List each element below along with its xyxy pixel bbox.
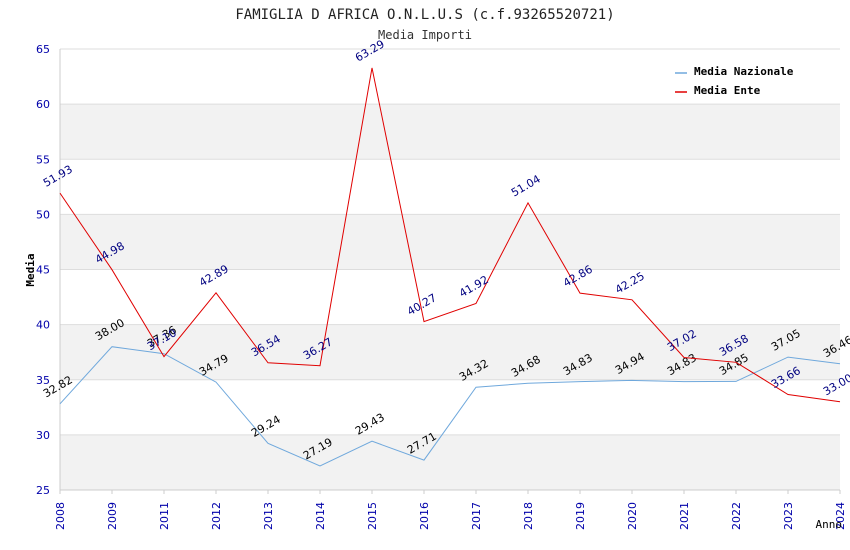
y-tick-label: 55 (36, 153, 50, 166)
x-tick-label: 2020 (626, 502, 639, 530)
x-tick-label: 2016 (418, 502, 431, 530)
x-tick-label: 2011 (158, 502, 171, 530)
data-label-media-ente: 40.27 (405, 291, 439, 318)
x-tick-label: 2013 (262, 502, 275, 530)
x-tick-label: 2022 (730, 502, 743, 530)
x-axis-ticks: 2008 2009 2011 2012 2013 2014 2015 2016 2017 2018… (54, 490, 847, 530)
x-axis-label: Anno (816, 518, 843, 531)
x-tick-label: 2024 (834, 502, 847, 530)
y-tick-label: 50 (36, 208, 50, 221)
legend-box (670, 60, 810, 102)
x-tick-label: 2023 (782, 502, 795, 530)
y-axis-label: Media (24, 253, 37, 286)
y-tick-label: 25 (36, 484, 50, 497)
data-label-media-ente: 41.92 (457, 273, 491, 300)
grid-band (60, 324, 840, 380)
data-label-media-ente: 42.25 (613, 269, 647, 296)
series-line-media-nazionale (59, 346, 841, 467)
series-line-media-ente (59, 67, 841, 403)
grid-band (60, 434, 840, 490)
chart-subtitle: Media Importi (378, 28, 472, 42)
y-tick-label: 60 (36, 98, 50, 111)
legend-label-media-ente: Media Ente (694, 84, 761, 97)
data-label-media-ente: 63.29 (353, 37, 387, 64)
x-tick-label: 2015 (366, 502, 379, 530)
data-label-media-nazionale: 29.43 (353, 411, 387, 438)
x-tick-label: 2012 (210, 502, 223, 530)
plot-background (60, 104, 840, 490)
data-label-media-ente: 51.04 (509, 172, 543, 199)
y-tick-label: 45 (36, 264, 50, 277)
y-tick-label: 65 (36, 43, 50, 56)
grid-lines (59, 48, 840, 491)
x-tick-label: 2014 (314, 502, 327, 530)
y-axis-ticks: 25 30 35 40 45 50 55 60 65 (36, 43, 50, 497)
x-tick-label: 2018 (522, 502, 535, 530)
grid-band (60, 214, 840, 270)
x-tick-label: 2017 (470, 502, 483, 530)
legend-label-media-nazionale: Media Nazionale (694, 65, 794, 78)
y-tick-label: 35 (36, 374, 50, 387)
grid-band (60, 104, 840, 160)
x-tick-label: 2019 (574, 502, 587, 530)
y-tick-label: 30 (36, 429, 50, 442)
y-tick-label: 40 (36, 319, 50, 332)
x-tick-label: 2009 (106, 502, 119, 530)
x-tick-label: 2008 (54, 502, 67, 530)
chart-title: FAMIGLIA D AFRICA O.N.L.U.S (c.f.9326552… (235, 7, 614, 23)
legend: Media Nazionale Media Ente (670, 60, 810, 102)
data-label-media-ente: 51.93 (41, 163, 75, 190)
x-tick-label: 2021 (678, 502, 691, 530)
